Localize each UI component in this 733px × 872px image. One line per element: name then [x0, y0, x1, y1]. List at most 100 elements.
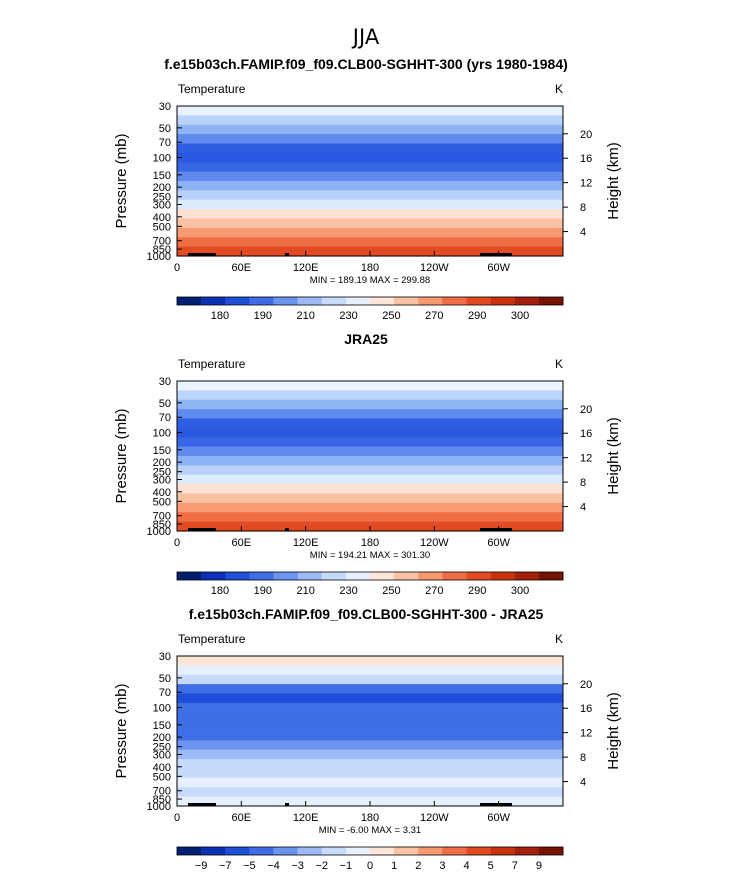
contour-band — [177, 446, 563, 457]
contour-band — [177, 512, 563, 523]
units-label: K — [555, 82, 563, 96]
y-tick-label: 400 — [153, 212, 171, 224]
colorbar-swatch — [273, 572, 298, 580]
contour-band — [177, 656, 563, 666]
contour-band — [177, 162, 563, 173]
contour-band — [177, 465, 563, 476]
height-tick-label: 20 — [580, 404, 592, 416]
colorbar-label: 1 — [391, 860, 397, 872]
height-tick-label: 16 — [580, 153, 592, 165]
colorbar-label: −1 — [340, 860, 353, 872]
contour-band — [177, 702, 563, 713]
contour-band — [177, 399, 563, 410]
y2-axis-title: Height (km) — [605, 417, 622, 495]
colorbar-swatch — [442, 572, 467, 580]
height-tick-label: 12 — [580, 728, 592, 740]
x-tick-label: 60W — [487, 262, 510, 274]
colorbar-label: 190 — [254, 585, 272, 597]
colorbar-label: 5 — [488, 860, 494, 872]
height-tick-label: 12 — [580, 178, 592, 190]
contour-band — [177, 787, 563, 798]
colorbar-swatch — [514, 572, 540, 580]
topography-mask — [206, 253, 214, 256]
variable-label: Temperature — [178, 632, 246, 646]
colorbar-swatch — [201, 847, 226, 855]
colorbar-swatch — [249, 847, 274, 855]
colorbar-swatch — [321, 847, 347, 855]
colorbar-frame — [176, 296, 564, 306]
panel-title: f.e15b03ch.FAMIP.f09_f09.CLB00-SGHHT-300… — [189, 606, 544, 622]
height-tick-label: 20 — [580, 679, 592, 691]
y-tick-label: 700 — [153, 511, 171, 523]
colorbar-swatch — [418, 572, 443, 580]
y-tick-label: 250 — [153, 192, 171, 204]
topography-mask — [285, 528, 289, 531]
colorbar-swatch — [249, 572, 274, 580]
contour-band — [177, 427, 563, 438]
y-tick-label: 70 — [159, 412, 171, 424]
contour-band — [177, 684, 563, 695]
colorbar-swatch — [418, 297, 443, 305]
colorbar-label: −7 — [219, 860, 232, 872]
height-tick-label: 4 — [580, 502, 586, 514]
colorbar-swatch — [177, 847, 202, 855]
colorbar-swatch — [466, 297, 491, 305]
variable-label: Temperature — [178, 357, 246, 371]
y-tick-label: 100 — [153, 153, 171, 165]
y-tick-label: 50 — [159, 123, 171, 135]
units-label: K — [555, 357, 563, 371]
topography-mask — [480, 803, 512, 806]
y-tick-label: 400 — [153, 762, 171, 774]
colorbar-label: 290 — [468, 585, 486, 597]
colorbar-swatch — [418, 847, 443, 855]
y-tick-label: 30 — [159, 101, 171, 113]
contour-band — [177, 143, 563, 154]
height-tick-label: 20 — [580, 129, 592, 141]
x-tick-label: 120W — [420, 262, 449, 274]
colorbar-swatch — [514, 297, 540, 305]
colorbar-swatch — [538, 572, 564, 580]
colorbar-swatch — [177, 297, 202, 305]
min-max-stats: MIN = -6.00 MAX = 3.31 — [319, 825, 421, 836]
topography-mask — [188, 528, 216, 531]
y-axis-title: Pressure (mb) — [113, 133, 130, 228]
contour-band — [177, 759, 563, 770]
units-label: K — [555, 632, 563, 646]
panel-title: f.e15b03ch.FAMIP.f09_f09.CLB00-SGHHT-300… — [164, 56, 568, 72]
colorbar-swatch — [273, 297, 298, 305]
y-tick-label: 150 — [153, 170, 171, 182]
colorbar-swatch — [297, 572, 323, 580]
page-title: JJA — [351, 25, 380, 49]
contour-band — [177, 768, 563, 779]
contour-band — [177, 418, 563, 429]
height-tick-label: 8 — [580, 202, 586, 214]
y-tick-label: 150 — [153, 445, 171, 457]
colorbar-label: 300 — [511, 585, 529, 597]
contour-band — [177, 227, 563, 238]
contour-band — [177, 409, 563, 420]
y-tick-label: 100 — [153, 428, 171, 440]
colorbar-swatch — [201, 297, 226, 305]
contour-band — [177, 437, 563, 448]
contour-band — [177, 390, 563, 401]
y-axis-title: Pressure (mb) — [113, 408, 130, 503]
colorbar-frame — [176, 846, 564, 856]
min-max-stats: MIN = 189.19 MAX = 299.88 — [310, 275, 430, 286]
contour-band — [177, 171, 563, 182]
y-tick-label: 850 — [153, 244, 171, 256]
contour-band — [177, 381, 563, 391]
height-tick-label: 8 — [580, 477, 586, 489]
contour-band — [177, 456, 563, 466]
colorbar-swatch — [297, 847, 323, 855]
colorbar-label: 270 — [425, 310, 443, 322]
x-tick-label: 60E — [232, 812, 252, 824]
contour-band — [177, 777, 563, 788]
colorbar-swatch — [538, 297, 564, 305]
colorbar-label: 300 — [511, 310, 529, 322]
y2-axis-title: Height (km) — [605, 142, 622, 220]
y-tick-label: 700 — [153, 786, 171, 798]
y-tick-label: 250 — [153, 742, 171, 754]
contour-band — [177, 493, 563, 504]
colorbar-swatch — [466, 572, 491, 580]
